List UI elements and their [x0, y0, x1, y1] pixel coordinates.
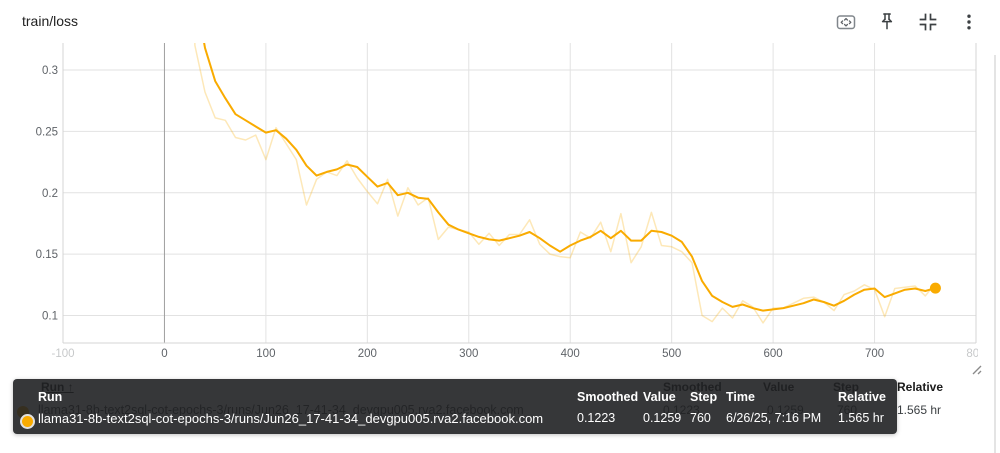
more-options-button[interactable] [956, 8, 982, 36]
svg-text:200: 200 [358, 348, 377, 360]
card-title: train/loss [22, 13, 79, 29]
y-axis: 0.3 0.25 0.2 0.15 0.1 [36, 65, 976, 323]
svg-text:500: 500 [662, 348, 681, 360]
series-end-marker [929, 282, 941, 294]
svg-text:-100: -100 [51, 348, 74, 360]
svg-text:400: 400 [561, 348, 580, 360]
collapse-icon [916, 10, 940, 34]
tooltip-header-run: Run [38, 390, 63, 404]
svg-text:0.1: 0.1 [42, 311, 58, 323]
svg-text:0.15: 0.15 [36, 249, 58, 261]
fit-to-data-icon [834, 10, 858, 34]
collapse-card-button[interactable] [915, 8, 941, 36]
pin-card-button[interactable] [874, 8, 900, 36]
tooltip-header-step: Step [690, 390, 718, 404]
svg-text:600: 600 [764, 348, 783, 360]
svg-text:0.3: 0.3 [42, 65, 58, 77]
pin-icon [875, 10, 899, 34]
more-vert-icon [957, 10, 981, 34]
tooltip-header-value: Value [643, 390, 676, 404]
svg-text:0: 0 [161, 348, 167, 360]
chart-plot-area[interactable] [63, 43, 976, 343]
tooltip-run-color-swatch [22, 416, 33, 427]
tooltip-header-time: Time [726, 390, 755, 404]
svg-text:700: 700 [865, 348, 884, 360]
tooltip-cell-time: 6/26/25, 7:16 PM [726, 411, 822, 425]
svg-text:0.25: 0.25 [36, 126, 58, 138]
x-axis: -100 0 100 200 300 400 500 600 700 800 [51, 43, 985, 360]
fit-to-data-button[interactable] [833, 8, 859, 36]
card-resize-handle[interactable] [972, 365, 982, 375]
loss-series [194, 43, 937, 324]
tooltip-cell-smoothed: 0.1223 [577, 411, 616, 425]
svg-text:800: 800 [966, 348, 985, 360]
svg-text:300: 300 [459, 348, 478, 360]
chart-tooltip: Run Smoothed Value Step Time Relative ll… [13, 379, 897, 434]
tooltip-cell-relative: 1.565 hr [838, 411, 884, 425]
tooltip-header-smoothed: Smoothed [577, 390, 639, 404]
tooltip-cell-value: 0.1259 [643, 411, 682, 425]
card-toolbar [833, 8, 982, 36]
svg-text:0.2: 0.2 [42, 188, 58, 200]
scrollbar-track-edge [994, 55, 996, 453]
runs-table-header-relative[interactable]: Relative [897, 380, 944, 394]
svg-text:100: 100 [256, 348, 275, 360]
tooltip-cell-run: llama31-8b-text2sql-cot-epochs-3/runs/Ju… [38, 411, 544, 426]
tooltip-header-relative: Relative [838, 390, 886, 404]
tooltip-cell-step: 760 [690, 411, 711, 425]
runs-table-cell-relative: 1.565 hr [897, 403, 942, 417]
